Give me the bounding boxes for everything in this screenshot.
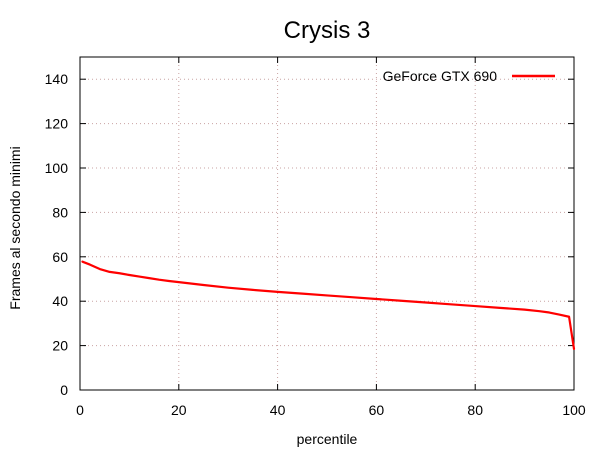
y-tick-label: 40 [52,293,68,309]
x-tick-label: 80 [467,402,483,418]
y-tick-label: 80 [52,204,68,220]
x-tick-label: 20 [171,402,187,418]
legend: GeForce GTX 690 [383,68,555,84]
y-tick-label: 0 [60,382,68,398]
x-tick-label: 40 [270,402,286,418]
y-tick-label: 20 [52,338,68,354]
x-tick-label: 0 [76,402,84,418]
y-tick-label: 60 [52,249,68,265]
y-axis-label: Frames al secondo minimi [7,146,23,309]
plot-frame [79,56,575,391]
x-axis-label: percentile [297,431,358,447]
axis-layer: 0 20 40 60 80 100 0 20 40 60 80 100 120 140 [45,56,586,418]
x-tick-label: 60 [369,402,385,418]
series-layer [81,260,576,351]
y-tick-label: 140 [45,71,69,87]
series-line [81,260,576,351]
x-tick-label: 100 [562,402,586,418]
legend-label: GeForce GTX 690 [383,68,498,84]
chart-title: Crysis 3 [284,17,371,44]
y-tick-label: 120 [45,116,69,132]
y-tick-label: 100 [45,160,69,176]
grid-layer [80,57,574,390]
